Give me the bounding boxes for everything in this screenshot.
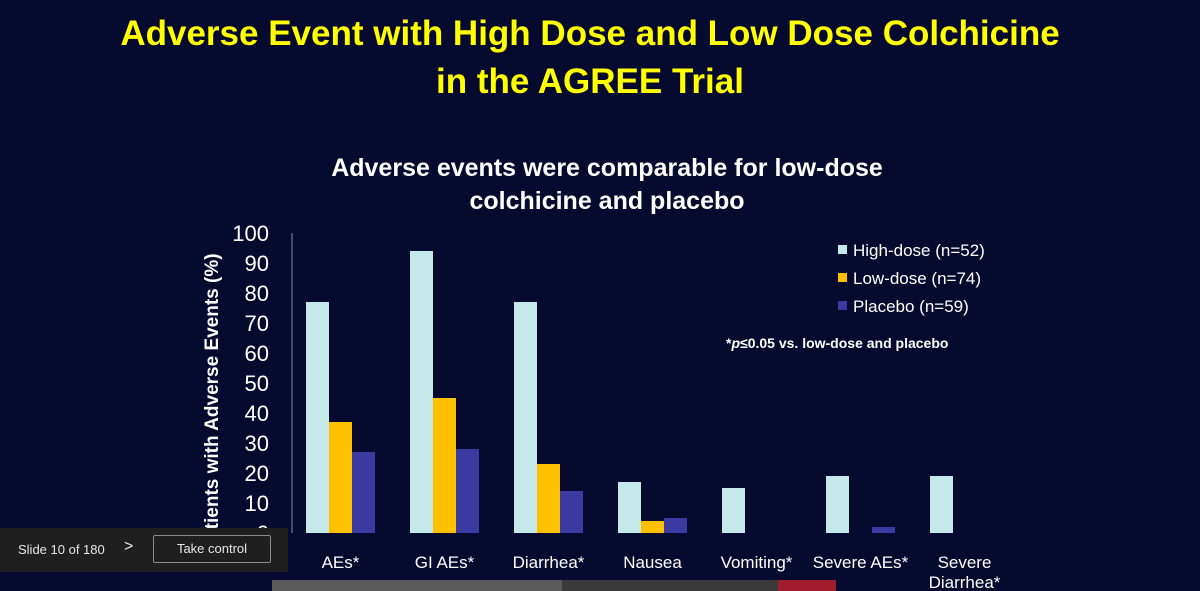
y-tick-label: 60: [245, 341, 269, 366]
bar-3: [560, 491, 583, 533]
y-axis-label: Patients with Adverse Events (%): [202, 253, 223, 552]
legend-label: Placebo (n=59): [853, 297, 969, 316]
bar-1: [826, 476, 849, 533]
slide-counter: Slide 10 of 180: [18, 542, 105, 557]
y-tick-label: 90: [245, 251, 269, 276]
legend-label: High-dose (n=52): [853, 241, 985, 260]
y-tick-label: 100: [232, 221, 269, 246]
chart-title-line: colchicine and placebo: [469, 187, 744, 215]
bar-2: [641, 521, 664, 533]
bar-1: [722, 488, 745, 533]
y-tick-label: 30: [245, 431, 269, 456]
bar-1: [306, 302, 329, 533]
y-tick-label: 40: [245, 401, 269, 426]
y-tick-label: 20: [245, 461, 269, 486]
take-control-button[interactable]: Take control: [153, 535, 271, 563]
bar-2: [433, 398, 456, 533]
x-tick-label: Severe AEs*: [813, 553, 909, 572]
progress-bar-marker: [778, 580, 837, 591]
legend-swatch: [838, 301, 847, 310]
chart-title-line: Adverse events were comparable for low-d…: [331, 154, 883, 182]
y-tick-label: 80: [245, 281, 269, 306]
chevron-right-icon[interactable]: >: [124, 538, 134, 555]
y-tick-label: 10: [245, 491, 269, 516]
slide-title-line-2: in the AGREE Trial: [436, 62, 744, 101]
x-tick-label: Diarrhea*: [929, 573, 1001, 591]
x-tick-label: Diarrhea*: [513, 553, 585, 572]
bar-3: [456, 449, 479, 533]
x-tick-label: Severe: [938, 553, 992, 572]
x-tick-label: Vomiting*: [721, 553, 793, 572]
progress-bar[interactable]: [272, 580, 837, 591]
bar-2: [537, 464, 560, 533]
bar-3: [664, 518, 687, 533]
bar-2: [329, 422, 352, 533]
x-tick-label: GI AEs*: [415, 553, 475, 572]
bar-3: [352, 452, 375, 533]
bar-1: [930, 476, 953, 533]
presentation-control-bar: Slide 10 of 180 > Take control: [0, 528, 288, 572]
bar-1: [514, 302, 537, 533]
slide-title-line-1: Adverse Event with High Dose and Low Dos…: [120, 14, 1060, 53]
y-tick-label: 50: [245, 371, 269, 396]
x-tick-label: AEs*: [322, 553, 360, 572]
y-tick-label: 70: [245, 311, 269, 336]
bar-3: [872, 527, 895, 533]
bar-1: [618, 482, 641, 533]
slide-title: Adverse Event with High Dose and Low Dos…: [0, 10, 1180, 106]
significance-note: *p≤0.05 vs. low-dose and placebo: [726, 335, 948, 351]
legend-swatch: [838, 245, 847, 254]
bar-1: [410, 251, 433, 533]
legend-swatch: [838, 273, 847, 282]
progress-bar-fill: [272, 580, 563, 591]
x-tick-label: Nausea: [623, 553, 682, 572]
legend-label: Low-dose (n=74): [853, 269, 981, 288]
